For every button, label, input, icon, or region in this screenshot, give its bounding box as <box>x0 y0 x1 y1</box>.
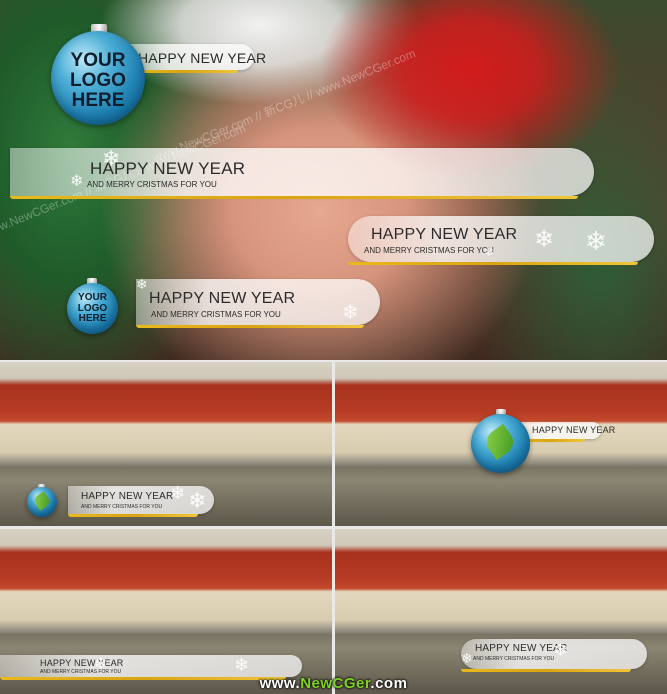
logo-line: HERE <box>71 89 125 111</box>
lower-third-bar: HAPPY NEW YEAR AND MERRY CRISTMAS FOR YO… <box>68 483 214 517</box>
snowflake-icon: ❄ <box>461 650 473 666</box>
preview-panel: HAPPY NEW YEAR AND MERRY CRISTMAS FOR YO… <box>0 529 332 694</box>
snowflake-icon: ❄ <box>170 483 186 503</box>
leaf-icon <box>481 423 519 461</box>
snowflake-icon: ❄ <box>484 245 495 259</box>
ornament-cap <box>496 409 506 415</box>
logo-line: HERE <box>78 313 107 324</box>
bar-title: HAPPY NEW YEAR <box>40 658 124 668</box>
ornament-cap <box>87 278 97 285</box>
logo-line: YOUR <box>78 292 107 303</box>
snowflake-icon: ❄ <box>553 640 569 660</box>
logo-line: LOGO <box>70 69 126 91</box>
logo-line: YOUR <box>70 50 126 71</box>
snowflake-icon: ❄ <box>342 302 359 324</box>
lower-third-bar: ❄ ❄ HAPPY NEW YEAR AND MERRY CRISTMAS FO… <box>10 146 594 199</box>
snowflake-icon: ❄ <box>234 655 250 675</box>
logo-placeholder: YOUR LOGO HERE <box>67 292 118 325</box>
preview-panel: HAPPY NEW YEAR AND MERRY CRISTMAS FOR YO… <box>0 362 332 526</box>
lower-third-bar: HAPPY NEW YEAR AND MERRY CRISTMAS FOR YO… <box>136 276 380 328</box>
bar-title: HAPPY NEW YEAR <box>475 643 568 654</box>
divider <box>0 526 667 529</box>
watermark-suffix: .com <box>370 675 408 692</box>
lower-third-bar: HAPPY NEW YEAR AND MERRY CRISTMAS FOR YO… <box>0 655 302 680</box>
snowflake-icon: ❄ <box>102 146 121 171</box>
snowflake-icon: ❄ <box>70 173 84 190</box>
leaf-icon <box>32 491 52 511</box>
preview-top-panel: www.NewCGer.com // 新CG儿 // www.NewCGer.c… <box>0 0 667 360</box>
christmas-ornament-icon <box>27 487 57 517</box>
lower-third-bar: HAPPY NEW YEAR <box>515 422 615 442</box>
site-watermark: www.NewCGer.com <box>0 675 667 692</box>
bar-subtitle: AND MERRY CRISTMAS FOR YOU <box>364 246 494 255</box>
bar-title: HAPPY NEW YEAR <box>138 50 267 66</box>
bar-subtitle: AND MERRY CRISTMAS FOR YOU <box>473 656 555 662</box>
logo-line: LOGO <box>77 302 108 314</box>
snowflake-icon: ❄ <box>94 656 108 673</box>
bar-title: HAPPY NEW YEAR <box>90 159 246 178</box>
snowflake-icon: ❄ <box>188 488 207 513</box>
bar-subtitle: AND MERRY CRISTMAS FOR YOU <box>81 504 163 510</box>
preview-panel: HAPPY NEW YEAR <box>335 362 667 526</box>
bar-subtitle: AND MERRY CRISTMAS FOR YOU <box>40 669 122 675</box>
lower-third-bar: HAPPY NEW YEAR AND MERRY CRISTMAS FOR YO… <box>461 639 647 672</box>
bar-subtitle: AND MERRY CRISTMAS FOR YOU <box>87 180 217 189</box>
bar-subtitle: AND MERRY CRISTMAS FOR YOU <box>151 310 281 319</box>
lower-third-bar: HAPPY NEW YEAR AND MERRY CRISTMAS FOR YO… <box>348 216 654 265</box>
bar-title: HAPPY NEW YEAR <box>532 425 616 435</box>
christmas-ornament-icon <box>471 414 530 473</box>
bar-title: HAPPY NEW YEAR <box>81 491 174 502</box>
divider <box>0 360 667 362</box>
christmas-ornament-icon: YOUR LOGO HERE <box>51 31 145 125</box>
snowflake-icon: ❄ <box>534 226 555 253</box>
bar-title: HAPPY NEW YEAR <box>371 226 518 243</box>
bar-title: HAPPY NEW YEAR <box>149 290 296 307</box>
watermark-prefix: www. <box>259 675 301 692</box>
ornament-cap <box>38 484 45 489</box>
snowflake-icon: ❄ <box>585 226 607 256</box>
christmas-ornament-icon: YOUR LOGO HERE <box>67 283 118 334</box>
snowflake-icon: ❄ <box>136 276 148 292</box>
watermark-brand: NewCGer <box>300 675 371 692</box>
logo-placeholder: YOUR LOGO HERE <box>51 51 145 111</box>
ornament-cap <box>91 24 107 34</box>
preview-panel: HAPPY NEW YEAR AND MERRY CRISTMAS FOR YO… <box>335 529 667 694</box>
lower-third-bar: HAPPY NEW YEAR <box>128 44 266 73</box>
